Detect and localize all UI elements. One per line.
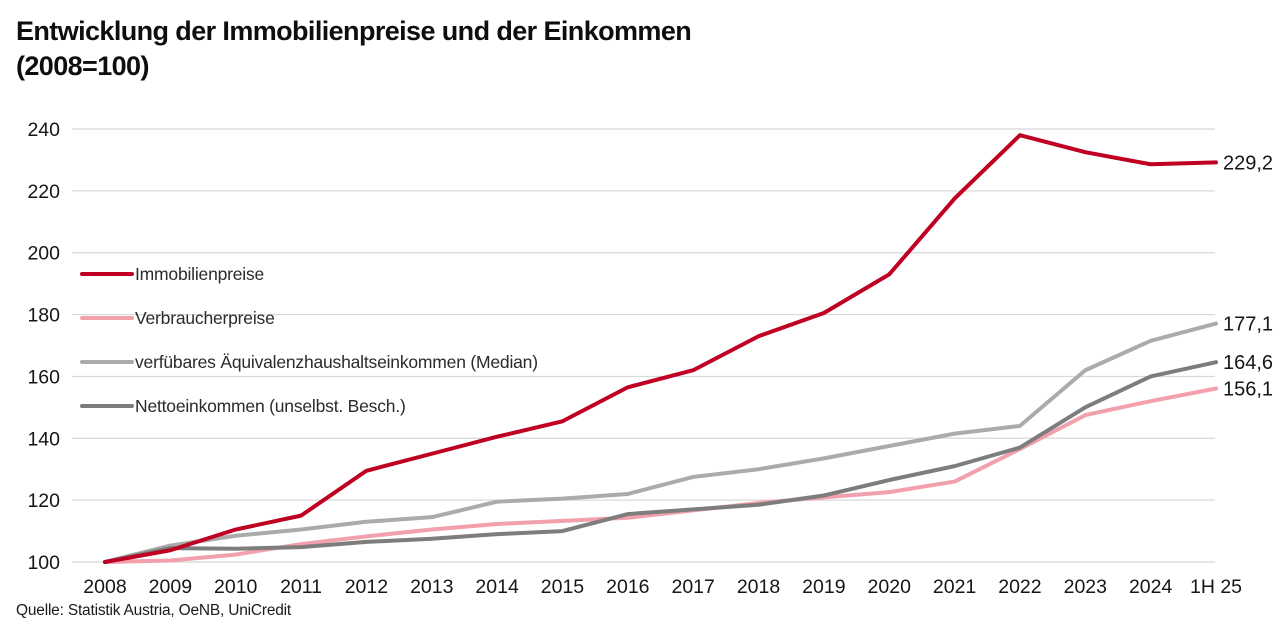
x-tick-label: 2022 (998, 576, 1041, 598)
legend-line-swatch-icon (80, 403, 134, 409)
legend-label: Verbraucherpreise (135, 307, 275, 328)
legend-label: Immobilienpreise (135, 263, 265, 284)
legend-item-immobilienpreise: Immobilienpreise (80, 264, 538, 284)
x-tick-label: 2008 (83, 576, 126, 598)
y-axis-tick-labels: 100 120 140 160 180 200 220 240 (27, 119, 60, 574)
y-tick-label: 200 (27, 243, 60, 265)
legend-line-swatch-icon (80, 315, 134, 321)
x-tick-label: 2009 (149, 576, 192, 598)
series-end-label: 164,6 (1223, 352, 1273, 374)
series-end-label: 177,1 (1223, 314, 1273, 336)
chart-title-line1: Entwicklung der Immobilienpreise und der… (16, 16, 692, 46)
legend-item-aequivalenzeinkommen: verfübares Äquivalenzhaushaltseinkommen … (80, 352, 538, 372)
chart: 100 120 140 160 180 200 220 240 2008 2009 2010 2011… (0, 115, 1280, 615)
y-tick-label: 240 (27, 119, 60, 141)
legend-line-swatch-icon (80, 271, 134, 277)
x-tick-label: 2016 (606, 576, 649, 598)
legend-item-verbraucherpreise: Verbraucherpreise (80, 308, 538, 328)
x-tick-label: 2019 (802, 576, 845, 598)
series-line-nettoeinkommen (103, 360, 1218, 564)
x-tick-label: 2023 (1064, 576, 1107, 598)
series-end-label: 229,2 (1223, 152, 1273, 174)
series-line-aequivalenzeinkommen (103, 321, 1218, 564)
y-tick-label: 140 (27, 428, 60, 450)
y-tick-label: 160 (27, 366, 60, 388)
line-chart-canvas: 100 120 140 160 180 200 220 240 2008 2009 2010 2011… (27, 119, 1273, 598)
chart-title-line2: (2008=100) (16, 51, 149, 81)
series-end-label: 156,1 (1223, 378, 1273, 400)
legend-line-swatch-icon (80, 359, 134, 365)
y-tick-label: 220 (27, 181, 60, 203)
x-tick-label: 2020 (868, 576, 912, 598)
x-tick-label: 2014 (475, 576, 519, 598)
x-tick-label: 2024 (1129, 576, 1173, 598)
x-tick-label: 2012 (345, 576, 388, 598)
gridlines (72, 128, 1215, 563)
series-end-labels: 229,2 156,1 177,1 164,6 (1223, 152, 1273, 400)
x-tick-label: 2017 (671, 576, 714, 598)
legend: Immobilienpreise Verbraucherpreise verfü… (80, 264, 538, 440)
page-title: Entwicklung der Immobilienpreise und der… (16, 14, 692, 84)
x-tick-label: 1H 25 (1190, 576, 1242, 598)
x-tick-label: 2018 (737, 576, 780, 598)
x-tick-label: 2011 (280, 576, 322, 598)
legend-label: Nettoeinkommen (unselbst. Besch.) (135, 395, 406, 416)
series-lines (103, 133, 1218, 564)
x-tick-label: 2021 (933, 576, 976, 598)
legend-item-nettoeinkommen: Nettoeinkommen (unselbst. Besch.) (80, 396, 538, 416)
x-tick-label: 2013 (410, 576, 453, 598)
y-tick-label: 180 (27, 305, 60, 327)
y-tick-label: 120 (27, 490, 60, 512)
source-note: Quelle: Statistik Austria, OeNB, UniCred… (16, 602, 292, 619)
series-line-immobilienpreise (103, 133, 1218, 564)
x-axis-tick-labels: 2008 2009 2010 2011 2012 2013 2014 2015 2016 2017… (83, 576, 1242, 598)
y-tick-label: 100 (27, 552, 60, 574)
legend-label: verfübares Äquivalenzhaushaltseinkommen … (135, 351, 538, 372)
x-tick-label: 2010 (214, 576, 258, 598)
x-tick-label: 2015 (541, 576, 585, 598)
